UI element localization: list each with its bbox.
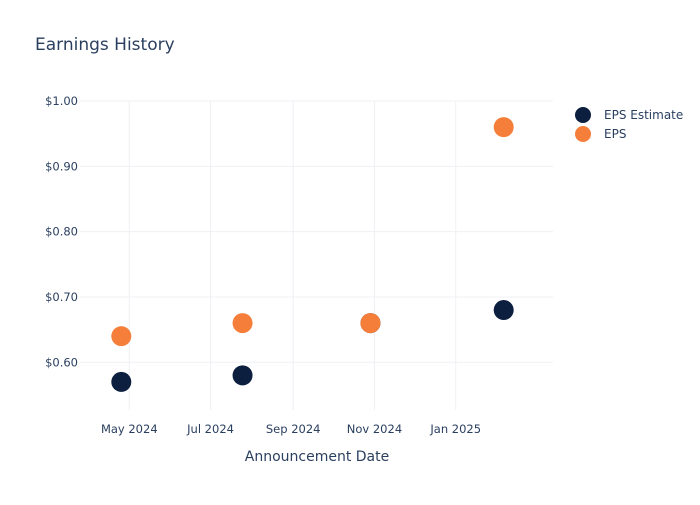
- chart-title: Earnings History: [35, 35, 175, 55]
- legend-label[interactable]: EPS Estimate: [604, 108, 683, 122]
- x-tick-label: May 2024: [101, 422, 158, 436]
- x-tick-label: Jul 2024: [186, 422, 234, 436]
- legend-marker[interactable]: [575, 126, 591, 142]
- y-tick-label: $0.60: [45, 355, 78, 369]
- series-eps-estimate: [111, 300, 514, 392]
- legend-label[interactable]: EPS: [604, 127, 626, 141]
- gridlines: [80, 100, 553, 410]
- x-tick-label: Sep 2024: [266, 422, 321, 436]
- eps-estimate-point[interactable]: [111, 371, 132, 392]
- y-tick-label: $1.00: [45, 94, 78, 108]
- x-axis-title: Announcement Date: [245, 449, 389, 465]
- axes: May 2024 Jul 2024 Sep 2024 Nov 2024 Jan 2025…: [45, 94, 481, 436]
- series-eps: [111, 117, 514, 347]
- eps-estimate-point[interactable]: [493, 300, 514, 321]
- eps-estimate-point[interactable]: [232, 365, 253, 386]
- eps-point[interactable]: [232, 313, 253, 334]
- y-tick-label: $0.80: [45, 225, 78, 239]
- y-tick-label: $0.70: [45, 290, 78, 304]
- eps-point[interactable]: [493, 117, 514, 138]
- y-tick-label: $0.90: [45, 159, 78, 173]
- eps-point[interactable]: [111, 326, 132, 347]
- legend: EPS Estimate EPS: [575, 107, 683, 142]
- eps-point[interactable]: [360, 313, 381, 334]
- x-tick-label: Jan 2025: [429, 422, 481, 436]
- data-points: [111, 117, 514, 392]
- legend-marker[interactable]: [575, 107, 591, 123]
- x-tick-label: Nov 2024: [347, 422, 402, 436]
